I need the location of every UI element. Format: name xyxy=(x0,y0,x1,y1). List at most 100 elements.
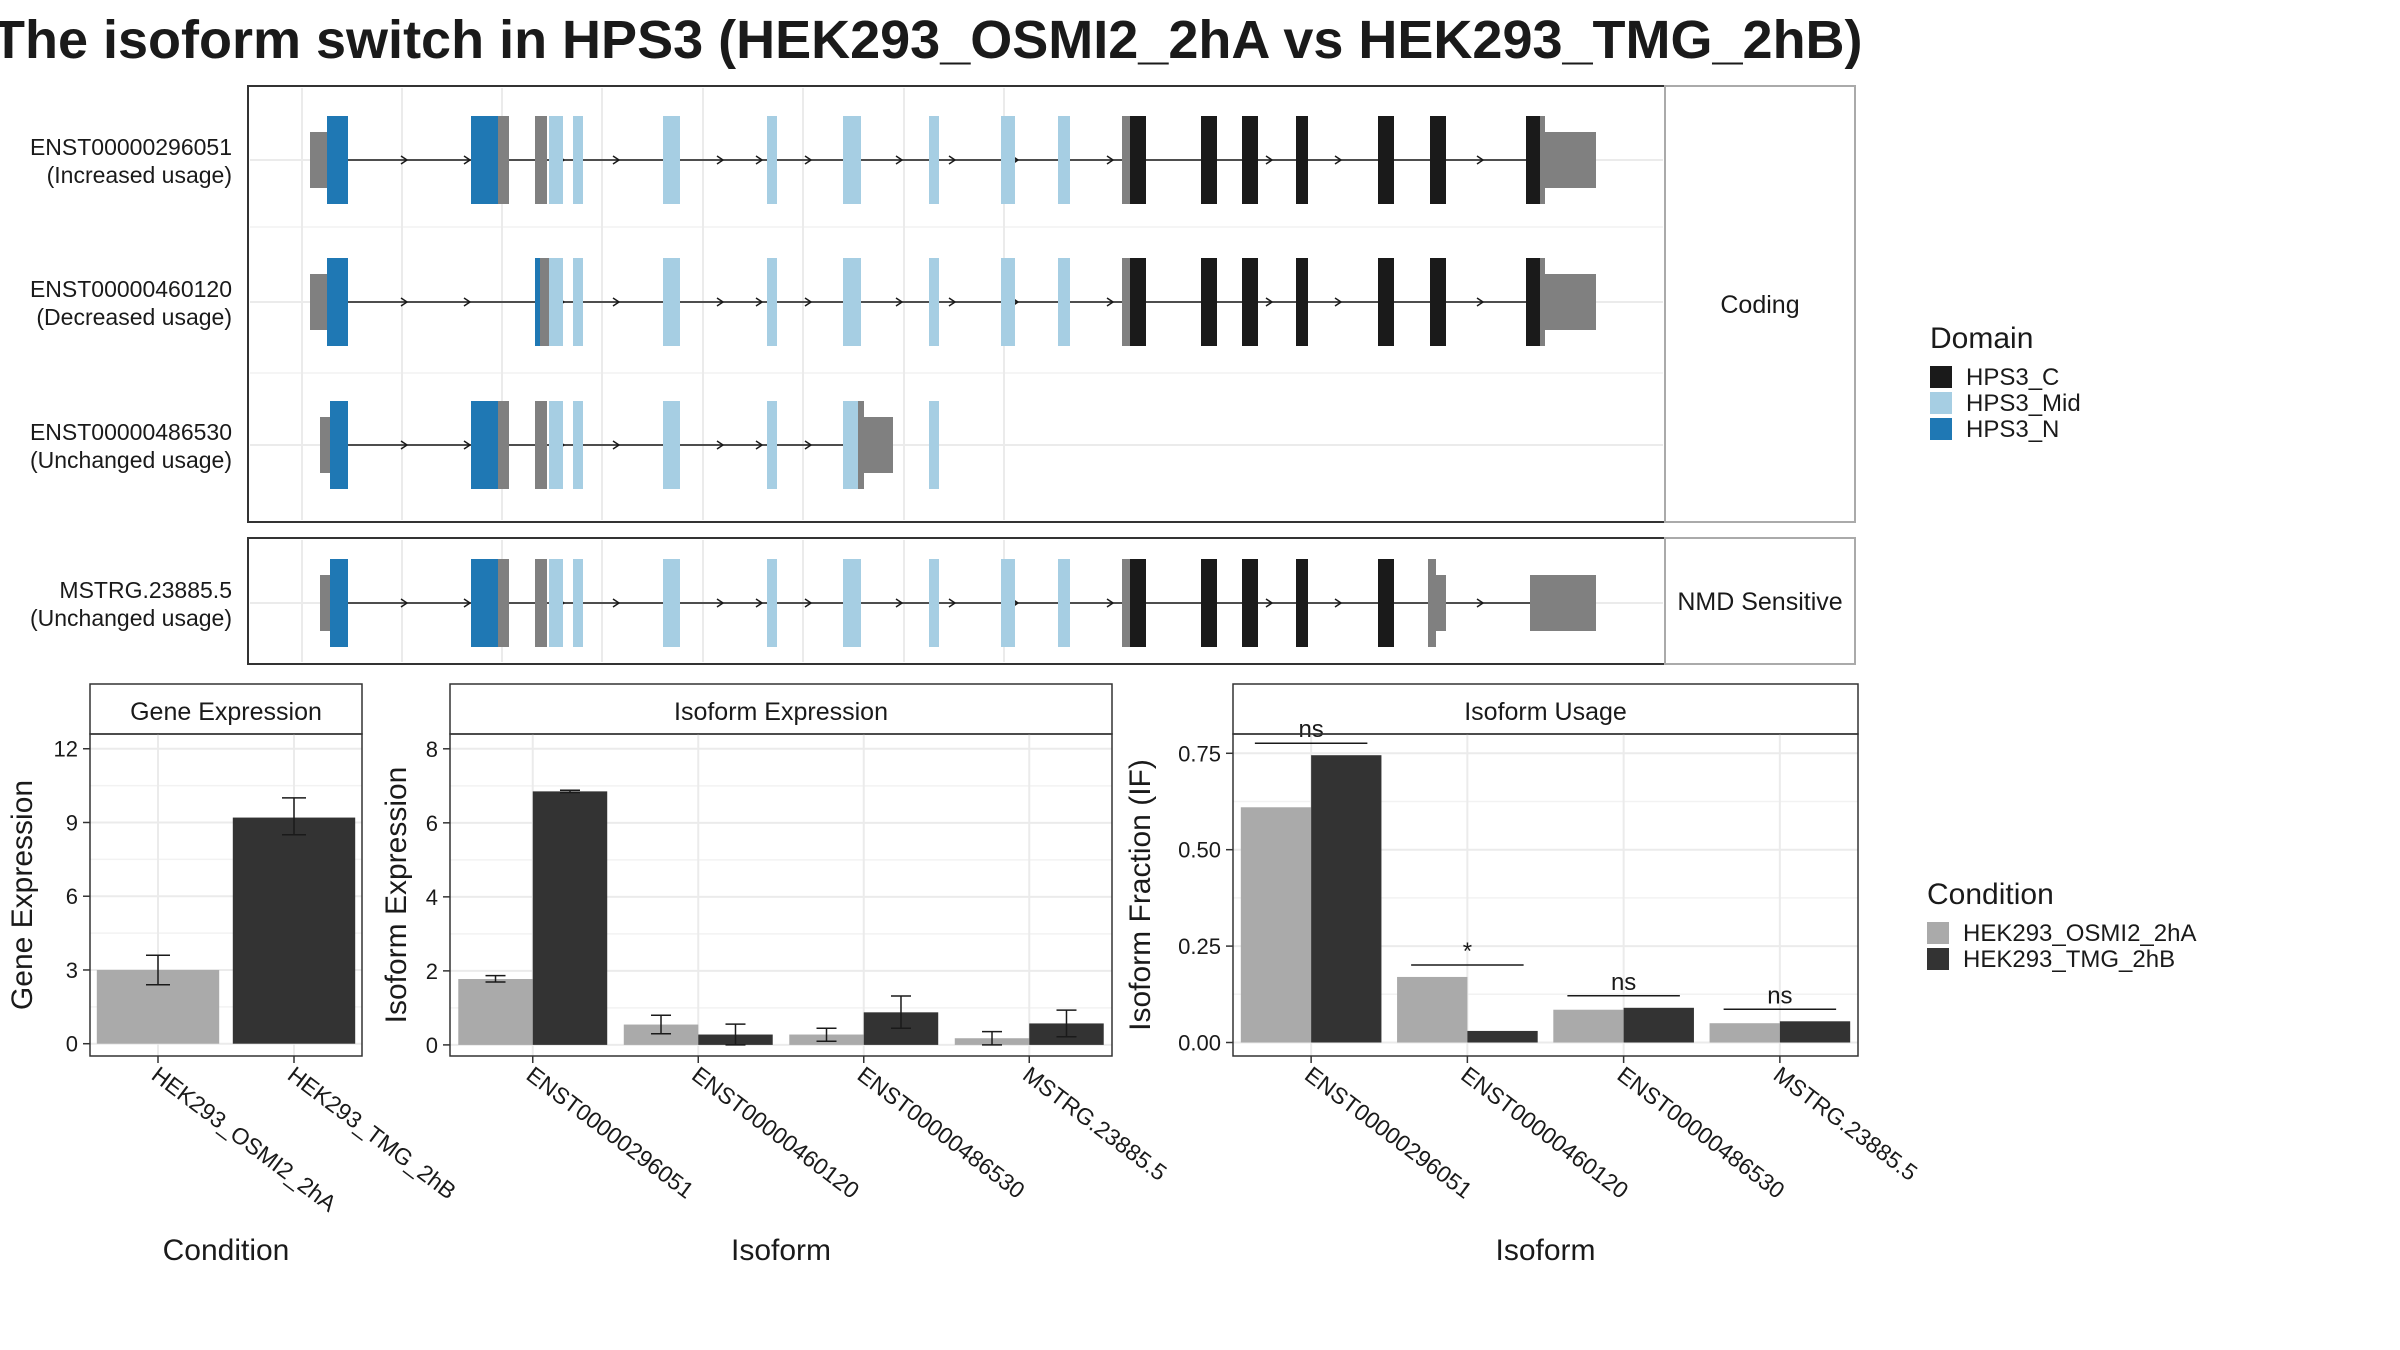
exon xyxy=(327,258,348,346)
bar xyxy=(1623,1007,1694,1043)
exon xyxy=(1001,116,1015,204)
x-axis-title: Isoform xyxy=(1495,1234,1595,1267)
isoform-usage-3: (Unchanged usage) xyxy=(30,447,232,473)
intron-direction-arrow xyxy=(895,155,904,165)
intron-direction-arrow xyxy=(1334,598,1343,608)
isoform-label-4: MSTRG.23885.5 xyxy=(59,577,232,603)
exon xyxy=(858,401,864,489)
x-tick-label: ENST00000296051 xyxy=(522,1061,699,1203)
intron-direction-arrow xyxy=(1334,155,1343,165)
isoform-usage-2: (Decreased usage) xyxy=(36,304,232,330)
exon xyxy=(1130,258,1146,346)
exon xyxy=(1296,116,1308,204)
facet-label-nmd-sensitive: NMD Sensitive xyxy=(1677,588,1842,616)
y-tick-label: 6 xyxy=(66,884,78,909)
isoform-label-3: ENST00000486530 xyxy=(30,419,232,445)
exon xyxy=(1201,559,1217,647)
intron-direction-arrow xyxy=(716,440,725,450)
y-tick-label: 0 xyxy=(66,1032,78,1057)
y-tick-label: 0.00 xyxy=(1178,1031,1221,1056)
intron-direction-arrow xyxy=(1265,598,1274,608)
exon xyxy=(549,401,563,489)
exon xyxy=(1242,258,1258,346)
nmd-facet-strip xyxy=(1664,537,1856,665)
intron-direction-arrow xyxy=(755,440,764,450)
bar xyxy=(1311,755,1382,1043)
intron-direction-arrow xyxy=(463,297,472,307)
intron-direction-arrow xyxy=(716,297,725,307)
y-tick-label: 0.75 xyxy=(1178,741,1221,766)
bar xyxy=(1397,976,1468,1043)
significance-label: ns xyxy=(1298,716,1323,743)
y-tick-label: 6 xyxy=(426,811,438,836)
exon xyxy=(310,132,330,188)
exon xyxy=(843,116,861,204)
intron-direction-arrow xyxy=(1106,598,1115,608)
intron-direction-arrow xyxy=(1476,155,1485,165)
legend-label-cond-a: HEK293_OSMI2_2hA xyxy=(1963,920,2196,947)
panel-title: Isoform Expression xyxy=(674,698,888,726)
isoform-usage-4: (Unchanged usage) xyxy=(30,605,232,631)
exon xyxy=(1001,559,1015,647)
exon xyxy=(1296,559,1308,647)
exon xyxy=(535,116,547,204)
x-axis-title: Isoform xyxy=(731,1234,831,1267)
isoform-label-1: ENST00000296051 xyxy=(30,134,232,160)
intron-direction-arrow xyxy=(1334,297,1343,307)
exon xyxy=(929,116,939,204)
exon xyxy=(310,274,330,330)
isoform-usage-1: (Increased usage) xyxy=(47,162,232,188)
exon xyxy=(929,258,939,346)
intron-direction-arrow xyxy=(400,440,409,450)
exon xyxy=(663,559,680,647)
x-tick-label: ENST00000460120 xyxy=(1456,1061,1633,1203)
exon xyxy=(1526,258,1540,346)
transcript-structure-plot: Coding NMD Sensitive ENST00000296051 (In… xyxy=(30,85,1856,665)
exon xyxy=(1378,559,1394,647)
intron-direction-arrow xyxy=(400,297,409,307)
exon xyxy=(330,559,348,647)
panel-title: Isoform Usage xyxy=(1464,698,1627,726)
exon xyxy=(1130,559,1146,647)
exon xyxy=(471,559,498,647)
y-tick-label: 4 xyxy=(426,885,438,910)
exon xyxy=(535,258,540,346)
legend-swatch-hps3-n xyxy=(1930,418,1952,440)
exon xyxy=(327,116,348,204)
legend-swatch-hps3-mid xyxy=(1930,392,1952,414)
x-tick-label: ENST00000460120 xyxy=(687,1061,864,1203)
intron-direction-arrow xyxy=(1265,155,1274,165)
exon xyxy=(549,559,563,647)
legend-swatch-cond-b xyxy=(1927,948,1949,970)
significance-label: ns xyxy=(1767,982,1792,1009)
bar xyxy=(1240,807,1312,1043)
exon xyxy=(663,401,680,489)
y-tick-label: 3 xyxy=(66,958,78,983)
exon xyxy=(1428,559,1436,647)
intron-direction-arrow xyxy=(755,297,764,307)
legend-swatch-hps3-c xyxy=(1930,366,1952,388)
exon xyxy=(1058,116,1070,204)
bar xyxy=(1467,1030,1538,1043)
intron-direction-arrow xyxy=(1106,297,1115,307)
panel-border xyxy=(449,733,1113,1057)
exon xyxy=(1242,116,1258,204)
exon xyxy=(1545,274,1596,330)
intron-direction-arrow xyxy=(716,598,725,608)
exon xyxy=(1122,559,1130,647)
intron-direction-arrow xyxy=(716,155,725,165)
exon xyxy=(535,401,547,489)
nmd-panel xyxy=(247,537,1666,665)
exon xyxy=(843,401,858,489)
legend-label-hps3-c: HPS3_C xyxy=(1966,364,2059,391)
intron-direction-arrow xyxy=(895,297,904,307)
intron-direction-arrow xyxy=(463,598,472,608)
exon xyxy=(573,559,583,647)
condition-legend: Condition HEK293_OSMI2_2hA HEK293_TMG_2h… xyxy=(1927,878,2196,973)
x-axis-title: Condition xyxy=(163,1234,290,1267)
exon xyxy=(1130,116,1146,204)
legend-label-cond-b: HEK293_TMG_2hB xyxy=(1963,946,2175,973)
exon xyxy=(498,401,509,489)
exon xyxy=(1122,116,1130,204)
panel-strip xyxy=(1232,683,1859,735)
